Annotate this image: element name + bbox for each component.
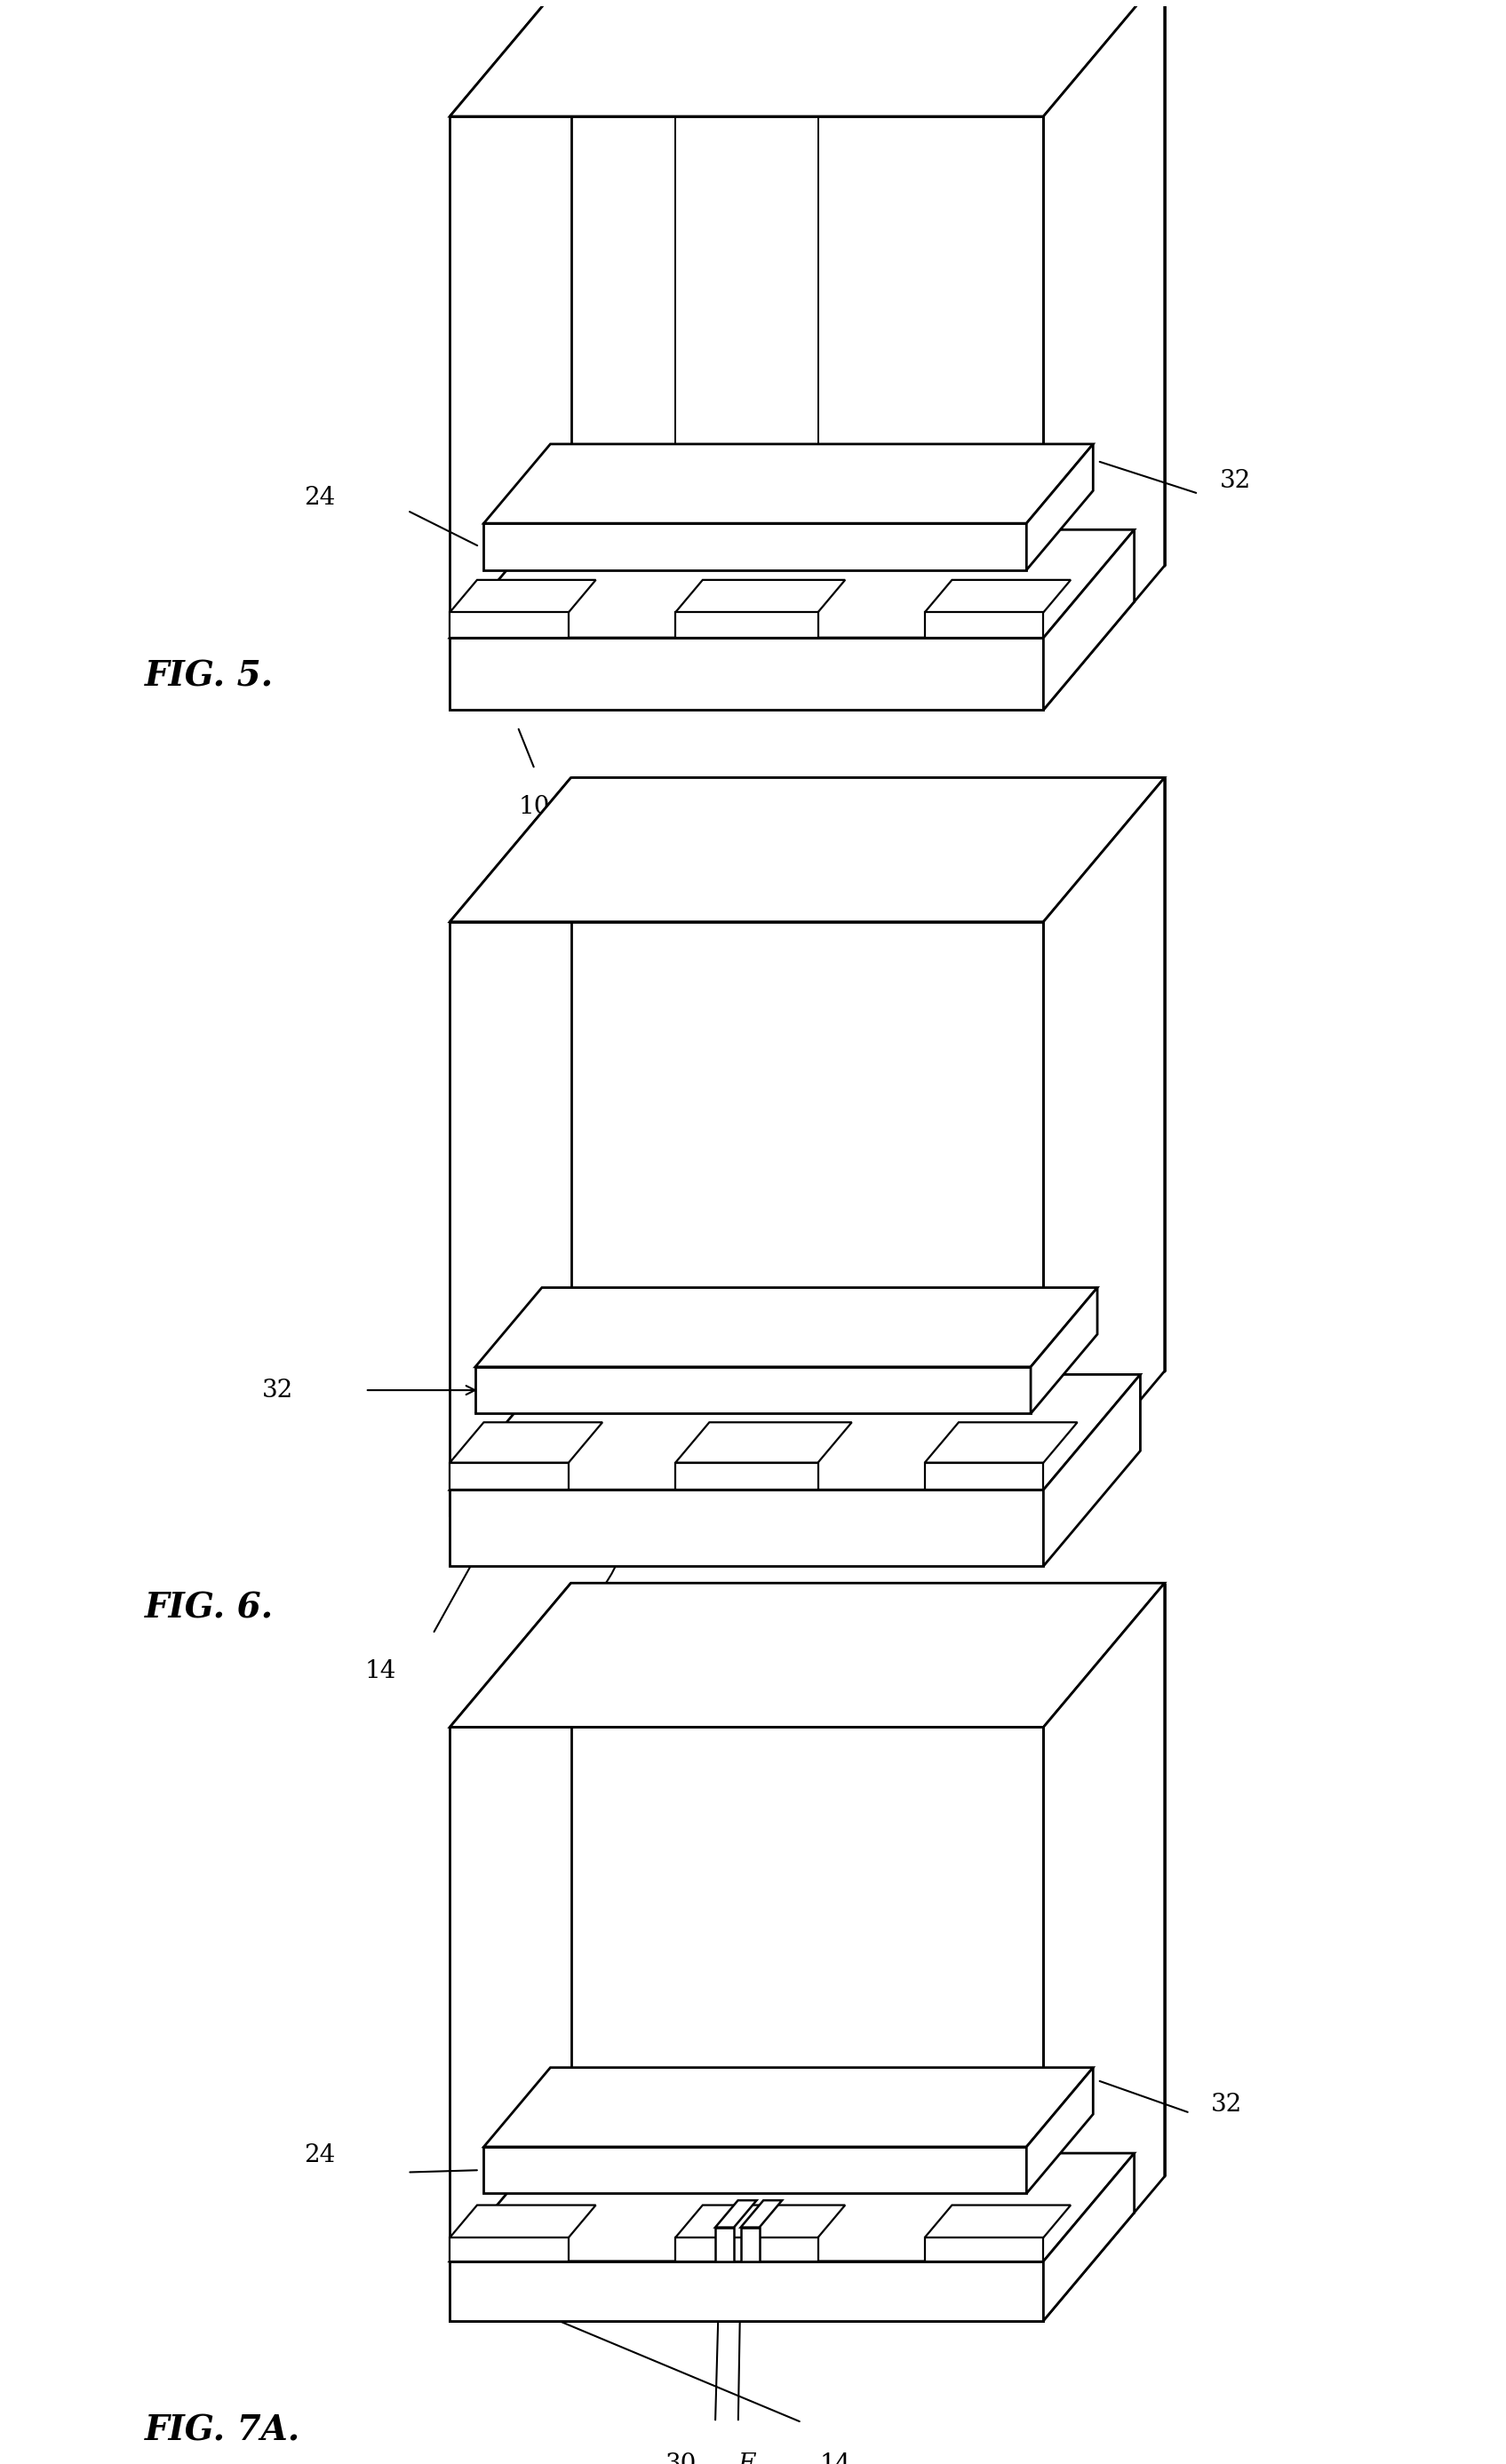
Text: 14: 14 [364, 1658, 396, 1683]
Polygon shape [1044, 2154, 1134, 2321]
Polygon shape [450, 2237, 569, 2262]
Polygon shape [450, 638, 1044, 710]
Text: FIG. 7A.: FIG. 7A. [145, 2415, 300, 2447]
Polygon shape [925, 2237, 1044, 2262]
Polygon shape [450, 2262, 1044, 2321]
Text: 32: 32 [1211, 2092, 1242, 2117]
Polygon shape [450, 579, 596, 614]
Polygon shape [675, 2237, 818, 2262]
Polygon shape [483, 2146, 1027, 2193]
Polygon shape [1044, 1582, 1164, 2321]
Polygon shape [450, 530, 1134, 638]
Polygon shape [741, 2200, 782, 2227]
Polygon shape [483, 444, 1093, 522]
Polygon shape [450, 1375, 1140, 1491]
Polygon shape [675, 614, 818, 638]
Text: FIG. 5.: FIG. 5. [145, 660, 274, 692]
Polygon shape [476, 1368, 1030, 1414]
Polygon shape [450, 614, 569, 638]
Polygon shape [450, 779, 1164, 922]
Polygon shape [1044, 0, 1164, 710]
Polygon shape [715, 2200, 756, 2227]
Polygon shape [675, 579, 845, 614]
Text: 24: 24 [304, 485, 336, 510]
Polygon shape [476, 1289, 1098, 1368]
Polygon shape [675, 1464, 818, 1491]
Polygon shape [450, 1464, 569, 1491]
Polygon shape [675, 1422, 852, 1464]
Polygon shape [450, 1491, 1044, 1567]
Text: F: F [738, 2452, 755, 2464]
Polygon shape [925, 1422, 1077, 1464]
Polygon shape [1044, 1375, 1140, 1567]
Text: 21: 21 [586, 1658, 617, 1683]
Polygon shape [450, 2154, 1134, 2262]
Polygon shape [483, 522, 1027, 569]
Polygon shape [675, 2205, 845, 2237]
Polygon shape [715, 2227, 733, 2262]
Polygon shape [450, 1422, 602, 1464]
Text: 32: 32 [1220, 468, 1251, 493]
Polygon shape [1044, 779, 1164, 1515]
Polygon shape [925, 614, 1044, 638]
Text: 10: 10 [520, 793, 550, 818]
Polygon shape [483, 2067, 1093, 2146]
Polygon shape [1044, 530, 1134, 710]
Polygon shape [450, 0, 1164, 116]
Polygon shape [925, 2205, 1071, 2237]
Text: 30: 30 [666, 2452, 697, 2464]
Polygon shape [741, 2227, 759, 2262]
Polygon shape [450, 2205, 596, 2237]
Text: 14: 14 [819, 2452, 851, 2464]
Polygon shape [1027, 2067, 1093, 2193]
Text: FIG. 6.: FIG. 6. [145, 1592, 274, 1626]
Polygon shape [1030, 1289, 1098, 1414]
Text: 24: 24 [304, 2144, 336, 2168]
Polygon shape [1027, 444, 1093, 569]
Polygon shape [925, 579, 1071, 614]
Polygon shape [450, 1582, 1164, 1727]
Polygon shape [925, 1464, 1044, 1491]
Text: 32: 32 [262, 1377, 294, 1402]
